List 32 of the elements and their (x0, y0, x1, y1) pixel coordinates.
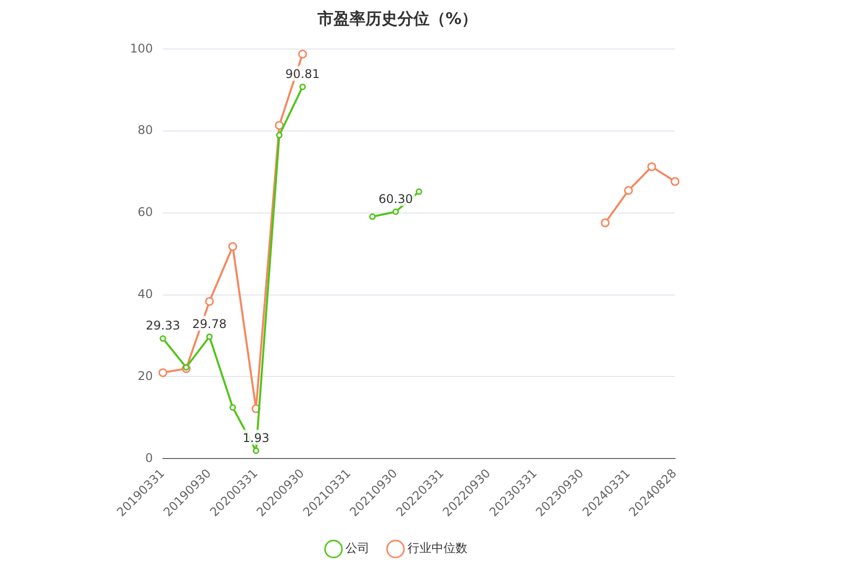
point (158, 368, 168, 378)
data-label: 29.33 (146, 318, 180, 333)
point (206, 333, 213, 340)
point (276, 132, 283, 138)
y-tick-label: 60 (138, 205, 153, 220)
point (416, 188, 422, 195)
point (670, 176, 680, 186)
point (252, 447, 260, 454)
point (392, 208, 399, 215)
point (624, 186, 633, 195)
chart-title: 市盈率历史分位（%） (316, 8, 478, 28)
y-tick-label: 20 (138, 368, 153, 383)
data-label: 60.30 (378, 192, 413, 206)
point (299, 84, 306, 90)
point (228, 242, 238, 251)
point (205, 296, 214, 306)
y-tick-label: 80 (138, 123, 153, 138)
data-label: 1.93 (242, 430, 270, 445)
data-label: 29.78 (192, 316, 227, 331)
point (600, 218, 610, 228)
point (647, 162, 656, 172)
point (274, 120, 284, 130)
data-label: 90.81 (285, 66, 320, 81)
point (160, 335, 166, 342)
y-tick-label: 0 (145, 450, 153, 465)
y-tick-label: 40 (138, 286, 153, 301)
legend-label: 行业中位数 (408, 541, 468, 556)
point (369, 213, 376, 220)
legend-label: 公司 (346, 541, 370, 556)
y-tick-label: 100 (130, 41, 153, 56)
point (298, 50, 308, 59)
point (229, 404, 236, 411)
